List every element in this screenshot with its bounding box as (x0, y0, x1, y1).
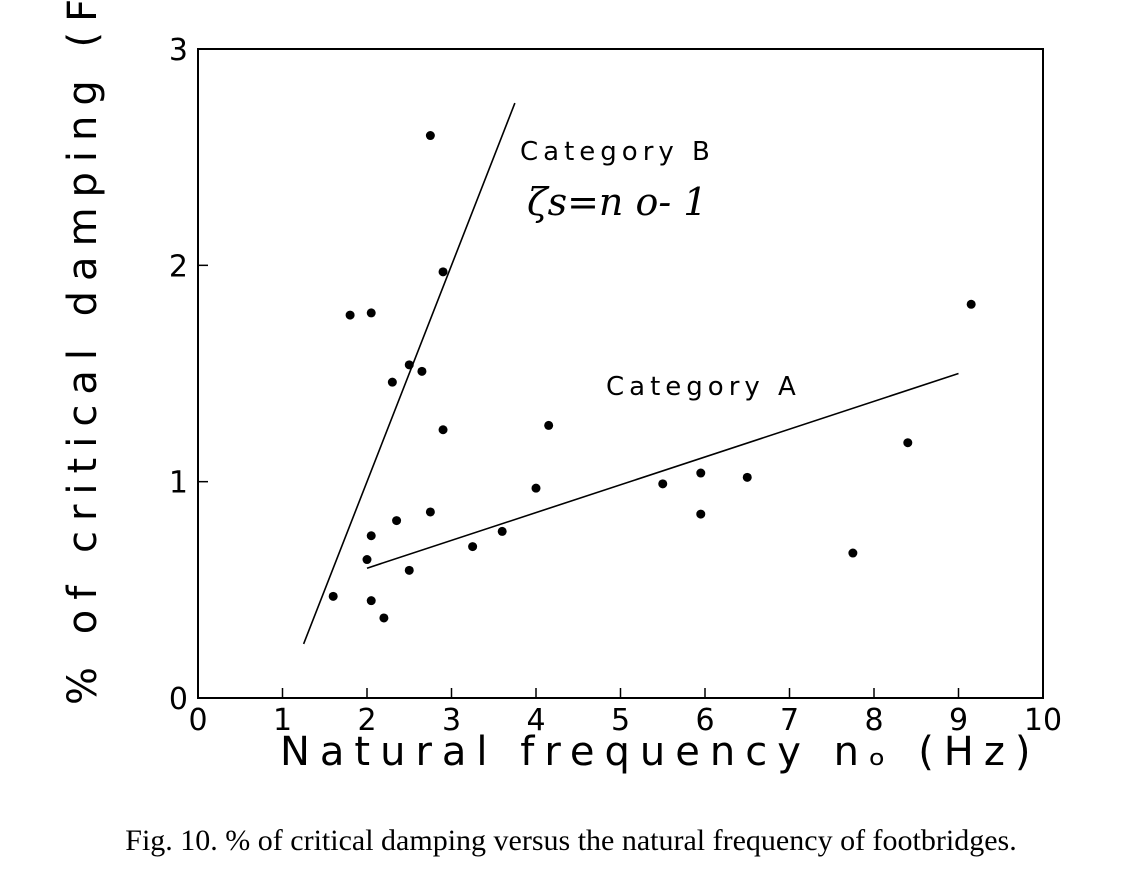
x-tick-label: 2 (357, 703, 376, 738)
data-point (966, 299, 976, 309)
fit-line-category-b (302, 102, 516, 645)
data-point (425, 131, 435, 141)
data-point (438, 425, 448, 435)
data-point (345, 310, 355, 320)
data-point (531, 483, 541, 493)
annotation-category-b: Category B (520, 137, 715, 167)
fit-lines (302, 102, 959, 645)
x-tick-label: 8 (864, 703, 883, 738)
y-tick-label: 0 (169, 682, 188, 717)
y-axis-title: % of critical damping (FVD) (60, 0, 106, 705)
axis-ticks (197, 48, 1044, 699)
x-axis-title: Natural frequency nₒ (Hz) (280, 729, 1041, 775)
data-point (438, 267, 448, 277)
x-tick-label: 4 (526, 703, 545, 738)
annotation-category-a: Category A (606, 372, 801, 402)
data-point (362, 555, 372, 565)
data-point (848, 548, 858, 558)
x-tick-label: 1 (273, 703, 292, 738)
data-point (379, 613, 389, 623)
tick-labels: 0 1 2 3 4 5 6 7 8 9 10 0 1 2 3 (169, 33, 1062, 738)
data-point (417, 366, 427, 376)
data-point (366, 596, 376, 606)
x-tick-label: 10 (1024, 703, 1062, 738)
x-tick-label: 3 (442, 703, 461, 738)
data-point (404, 360, 414, 370)
data-point (328, 591, 338, 601)
data-point (696, 468, 706, 478)
x-tick-label: 7 (780, 703, 799, 738)
y-tick-label: 3 (169, 33, 188, 68)
data-point (366, 308, 376, 318)
x-tick-label: 6 (695, 703, 714, 738)
data-point (544, 420, 554, 430)
y-tick-label: 2 (169, 249, 188, 284)
data-point (742, 472, 752, 482)
data-point (366, 531, 376, 541)
scatter-chart: 0 1 2 3 4 5 6 7 8 9 10 0 1 2 3 Category B ζs=n o- 1 Ca… (60, 0, 1062, 775)
data-point (497, 526, 507, 536)
annotation-formula: ζs=n o- 1 (527, 180, 707, 224)
data-point (404, 565, 414, 575)
x-tick-label: 9 (949, 703, 968, 738)
data-point (387, 377, 397, 387)
data-points (328, 131, 976, 623)
data-point (468, 542, 478, 552)
data-point (903, 438, 913, 448)
data-point (696, 509, 706, 519)
x-tick-label: 5 (611, 703, 630, 738)
x-tick-label: 0 (188, 703, 207, 738)
y-tick-label: 1 (169, 466, 188, 501)
figure-caption: Fig. 10. % of critical damping versus th… (125, 824, 1017, 857)
data-point (425, 507, 435, 517)
data-point (658, 479, 668, 489)
data-point (392, 516, 402, 526)
fit-line-category-a (366, 372, 959, 569)
